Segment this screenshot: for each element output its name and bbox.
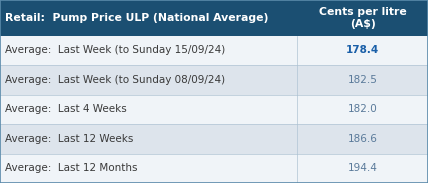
Text: 182.5: 182.5 [348, 75, 377, 85]
Text: Average:  Last Week (to Sunday 08/09/24): Average: Last Week (to Sunday 08/09/24) [5, 75, 225, 85]
Bar [0, 154, 428, 183]
Text: Average:  Last 12 Weeks: Average: Last 12 Weeks [5, 134, 134, 144]
Bar [0, 95, 428, 124]
Text: Cents per litre
(A$): Cents per litre (A$) [319, 7, 407, 29]
Text: Average:  Last 12 Months: Average: Last 12 Months [5, 163, 138, 173]
Text: 182.0: 182.0 [348, 104, 377, 114]
Text: 186.6: 186.6 [348, 134, 377, 144]
Text: 194.4: 194.4 [348, 163, 377, 173]
Text: Average:  Last 4 Weeks: Average: Last 4 Weeks [5, 104, 127, 114]
Bar [0, 124, 428, 154]
Bar [0, 0, 428, 36]
Text: 178.4: 178.4 [346, 45, 379, 55]
Text: Average:  Last Week (to Sunday 15/09/24): Average: Last Week (to Sunday 15/09/24) [5, 45, 226, 55]
Bar [0, 65, 428, 95]
Bar [0, 36, 428, 65]
Text: Retail:  Pump Price ULP (National Average): Retail: Pump Price ULP (National Average… [5, 13, 268, 23]
